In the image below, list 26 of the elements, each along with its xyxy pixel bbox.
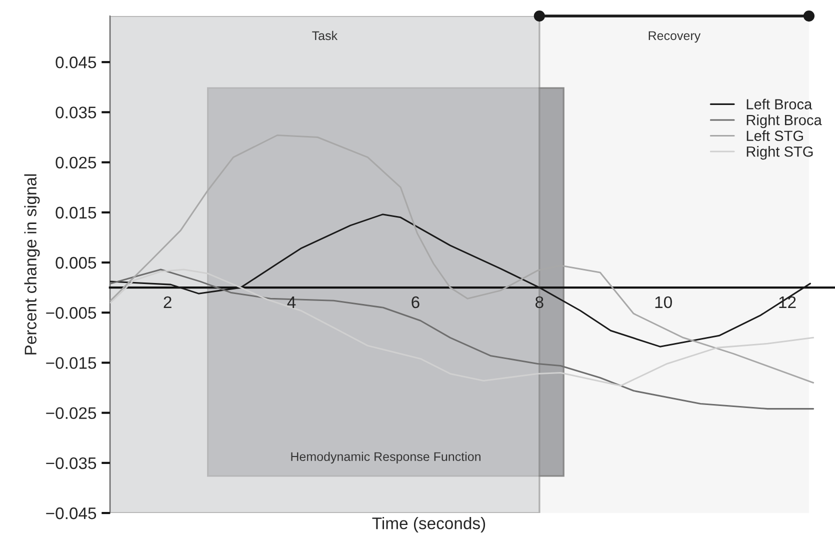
y-tick-label: 0.015	[56, 206, 96, 219]
legend-label: Left Broca	[746, 98, 812, 110]
y-tick-label: −0.005	[46, 307, 96, 319]
x-tick-label: 6	[412, 296, 420, 308]
legend-label: Right Broca	[746, 114, 822, 128]
x-tick-label: 8	[536, 296, 544, 308]
y-axis-title: Percent change in signal	[24, 174, 40, 354]
y-tick-label: 0.005	[56, 256, 96, 269]
y-tick-label: 0.045	[56, 56, 96, 68]
band-label: Hemodynamic Response Function	[291, 452, 480, 464]
band-label: Recovery	[648, 31, 701, 43]
legend-label: Right STG	[746, 146, 813, 160]
line-series	[110, 268, 814, 387]
y-tick-label: −0.015	[46, 357, 96, 369]
x-tick-label: 10	[655, 296, 672, 308]
y-tick-label: 0.025	[56, 156, 96, 169]
x-tick-label: 4	[287, 296, 296, 308]
y-tick-label: 0.035	[56, 106, 96, 118]
x-tick-label: 12	[779, 296, 796, 308]
legend-label: Left STG	[746, 130, 803, 141]
x-axis-title: Time (seconds)	[372, 516, 486, 533]
y-tick-label: −0.035	[46, 457, 96, 470]
band-label: Task	[312, 30, 338, 40]
x-tick-label: 2	[164, 296, 172, 308]
y-tick-label: −0.045	[46, 507, 96, 520]
y-tick-label: −0.025	[46, 407, 96, 420]
